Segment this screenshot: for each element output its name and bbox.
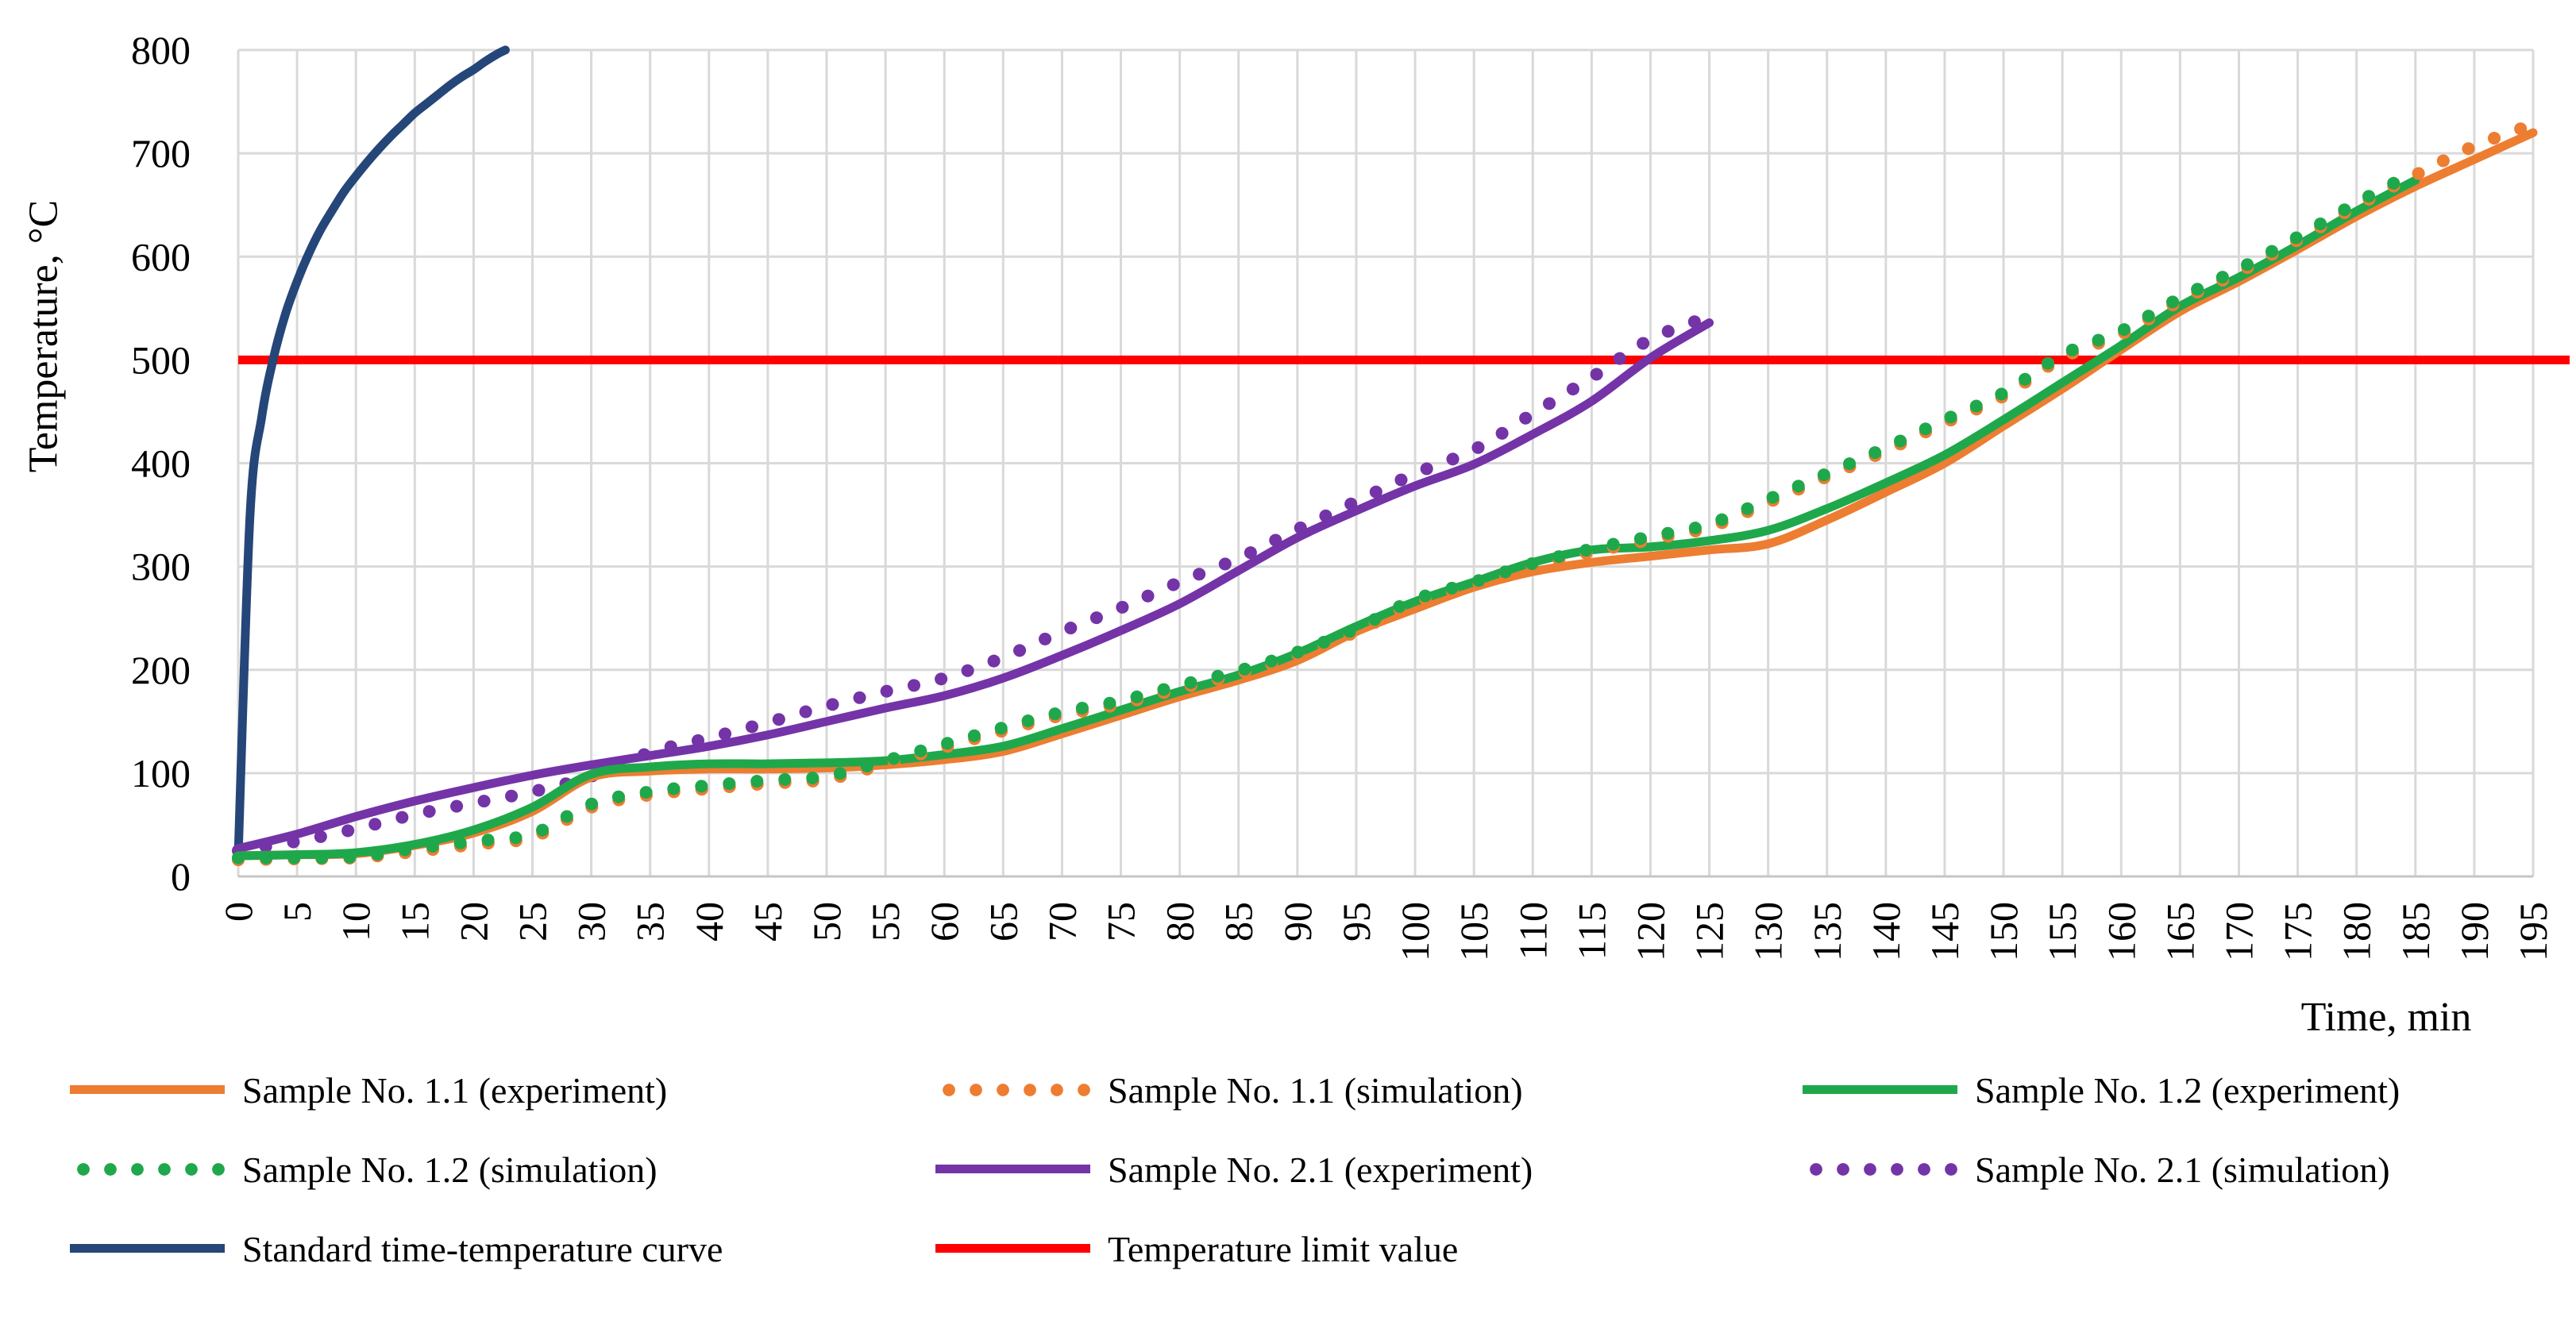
x-tick-label: 130 [1746,902,1791,961]
series-sample-1-1-simulation-dots [232,117,2539,867]
legend-swatch-green-solid-line [1803,1084,1957,1096]
chart-plot-area: 0 5 10 15 20 25 30 35 40 45 50 55 60 65 70 75 80 85 90 95 10… [131,28,2570,961]
x-tick-label: 195 [2511,902,2555,961]
legend-item-standard-curve: Standard time-temperature curve [70,1228,723,1269]
x-tick-label: 75 [1099,902,1143,942]
legend-swatch-red-solid-line [935,1242,1090,1255]
x-tick-label: 105 [1452,902,1496,961]
series-standard-time-temperature-curve [233,45,510,861]
x-tick-label: 85 [1217,902,1261,942]
x-tick-label: 180 [2335,902,2379,961]
series-sample-1-2-simulation-dots [232,165,2422,865]
series-paths [232,45,2570,867]
x-tick-label: 95 [1334,902,1379,942]
legend-item-temperature-limit: Temperature limit value [935,1228,1458,1269]
legend-swatch-green-dotted-line [70,1163,225,1176]
x-tick-label: 70 [1039,902,1084,942]
x-tick-label: 120 [1628,902,1672,961]
x-tick-label: 20 [451,902,496,942]
y-tick-label: 200 [131,648,191,692]
x-tick-label: 190 [2452,902,2497,961]
y-tick-label: 500 [131,337,191,382]
x-tick-label: 15 [392,902,437,942]
legend-label: Sample No. 1.2 (simulation) [242,1149,657,1190]
legend-item-sample-2-1-simulation: Sample No. 2.1 (simulation) [1803,1149,2390,1190]
x-tick-label: 170 [2216,902,2261,961]
x-tick-label: 140 [1864,902,1908,961]
x-tick-label: 5 [275,902,319,922]
x-tick-label: 165 [2158,902,2202,961]
legend-item-sample-1-2-experiment: Sample No. 1.2 (experiment) [1803,1069,2400,1111]
y-tick-label: 600 [131,234,191,279]
legend-item-sample-1-2-simulation: Sample No. 1.2 (simulation) [70,1149,657,1190]
x-tick-label: 145 [1922,902,1967,961]
x-tick-label: 185 [2393,902,2438,961]
x-tick-label: 80 [1158,902,1202,942]
x-tick-label: 65 [981,902,1025,942]
legend-label: Sample No. 1.1 (experiment) [242,1069,668,1111]
x-tick-label: 30 [569,902,614,942]
legend-swatch-orange-solid-line [70,1084,225,1096]
x-tick-label: 40 [687,902,731,942]
x-tick-label: 150 [1981,902,2026,961]
y-tick-label: 0 [171,854,191,899]
legend-swatch-purple-solid-line [935,1163,1090,1176]
x-tick-label: 25 [511,902,555,942]
x-tick-label: 155 [2040,902,2084,961]
y-axis-tick-labels: 0 100 200 300 400 500 600 700 800 [131,28,191,899]
legend-label: Sample No. 2.1 (simulation) [1975,1149,2390,1190]
series-sample-2-1-simulation-dots [232,310,1716,857]
y-tick-label: 700 [131,131,191,175]
y-tick-label: 400 [131,441,191,486]
x-tick-label: 90 [1275,902,1320,942]
legend-label: Sample No. 2.1 (experiment) [1108,1149,1533,1190]
legend-label: Sample No. 1.2 (experiment) [1975,1069,2401,1111]
y-tick-label: 800 [131,28,191,72]
x-tick-label: 110 [1510,902,1555,960]
legend-label: Temperature limit value [1108,1228,1459,1269]
x-tick-label: 160 [2099,902,2143,961]
y-axis-title: Temperature, °C [21,199,67,473]
legend-label: Sample No. 1.1 (simulation) [1108,1069,1523,1111]
y-tick-label: 100 [131,751,191,795]
x-tick-label: 55 [863,902,908,942]
x-tick-label: 115 [1569,902,1614,960]
x-tick-label: 50 [804,902,849,942]
x-axis-tick-labels: 0 5 10 15 20 25 30 35 40 45 50 55 60 65 70 75 80 85 90 95 10… [216,902,2555,961]
x-tick-label: 60 [922,902,966,942]
y-tick-label: 300 [131,545,191,589]
x-tick-label: 10 [334,902,378,942]
x-tick-label: 45 [746,902,790,942]
x-tick-label: 0 [216,902,260,922]
legend-item-sample-2-1-experiment: Sample No. 2.1 (experiment) [935,1149,1533,1190]
legend-label: Standard time-temperature curve [242,1228,723,1269]
x-tick-label: 175 [2276,902,2320,961]
legend-item-sample-1-1-simulation: Sample No. 1.1 (simulation) [935,1069,1523,1111]
gridlines [237,48,2535,878]
x-tick-label: 135 [1805,902,1849,961]
x-tick-label: 100 [1393,902,1437,961]
series-sample-2-1-experiment-line [233,318,1714,853]
x-tick-label: 125 [1687,902,1732,961]
legend-swatch-navy-solid-line [70,1242,225,1255]
legend-swatch-orange-dotted-line [935,1084,1090,1096]
legend-swatch-purple-dotted-line [1803,1163,1957,1176]
x-axis-title: Time, min [2300,995,2472,1040]
legend-item-sample-1-1-experiment: Sample No. 1.1 (experiment) [70,1069,667,1111]
x-tick-label: 35 [628,902,673,942]
